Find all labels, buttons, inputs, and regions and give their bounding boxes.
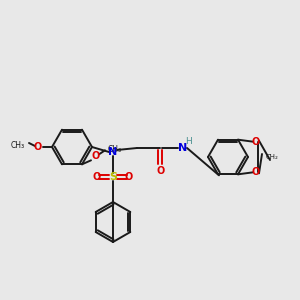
Text: O: O	[92, 151, 100, 161]
Text: CH₃: CH₃	[11, 140, 25, 149]
Text: O: O	[93, 172, 101, 182]
Text: O: O	[157, 166, 165, 176]
Text: O: O	[125, 172, 133, 182]
Text: CH₃: CH₃	[108, 145, 122, 154]
Text: N: N	[178, 143, 188, 153]
Text: CH₂: CH₂	[266, 154, 279, 160]
Text: O: O	[252, 137, 260, 147]
Text: S: S	[109, 172, 117, 182]
Text: O: O	[34, 142, 42, 152]
Text: O: O	[252, 167, 260, 177]
Text: H: H	[184, 136, 191, 146]
Text: N: N	[108, 147, 118, 157]
